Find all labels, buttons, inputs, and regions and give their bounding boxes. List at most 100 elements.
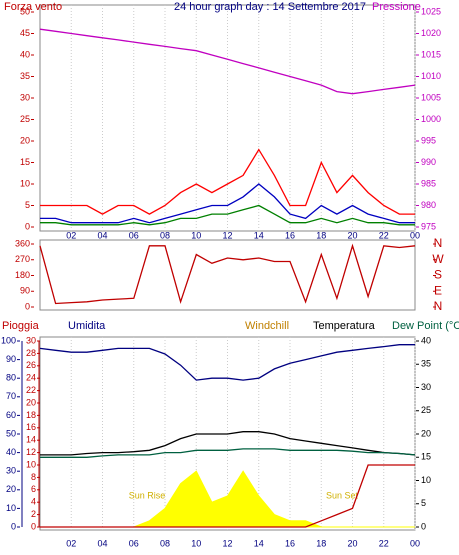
y-tick-label: 0 (25, 221, 30, 231)
y-tick-label: 12 (26, 447, 36, 457)
annotation: Sun Rise (129, 490, 166, 500)
x-tick-label: 14 (254, 538, 264, 548)
y-tick-label: 0 (31, 521, 36, 531)
line (40, 448, 416, 458)
y-tick-label: 2 (31, 509, 36, 519)
series-label: Windchill (245, 320, 289, 332)
y-tick-label: 980 (421, 200, 436, 210)
annotation: Sun Set (326, 490, 359, 500)
x-tick-label: 12 (222, 538, 232, 548)
y-tick-label: 360 (15, 238, 30, 248)
y-tick-label: 0 (11, 521, 16, 531)
y-tick-label: 26 (26, 360, 36, 370)
y-tick-label: 0 (421, 521, 426, 531)
x-tick-label: 08 (160, 230, 170, 240)
y-tick-label: 5 (421, 498, 426, 508)
y-tick-label: 25 (20, 114, 30, 124)
series-label: Pioggia (2, 320, 40, 332)
y-tick-label: 70 (6, 391, 16, 401)
y-tick-label: 990 (421, 157, 436, 167)
y-tick-label: 20 (6, 484, 16, 494)
y-tick-label: 16 (26, 422, 36, 432)
x-tick-label: 12 (222, 230, 232, 240)
y-tick-label: 30 (6, 466, 16, 476)
line (40, 464, 415, 528)
y-tick-label: 1000 (421, 114, 441, 124)
x-tick-label: 00 (410, 230, 420, 240)
series-label: Dew Point (°C (392, 320, 459, 332)
y2-axis-title: Pressione (372, 1, 421, 13)
y-tick-label: 10 (6, 503, 16, 513)
y-tick-label: 4 (31, 497, 36, 507)
y-tick-label: 90 (6, 354, 16, 364)
line (40, 431, 416, 456)
y-tick-label: 28 (26, 348, 36, 358)
line (40, 183, 415, 224)
y-tick-label: E (434, 283, 442, 297)
y-tick-label: 35 (20, 71, 30, 81)
line (40, 148, 415, 215)
y-tick-label: 1020 (421, 28, 441, 38)
line (39, 344, 415, 381)
x-tick-label: 16 (285, 230, 295, 240)
line (39, 243, 416, 305)
y-tick-label: N (434, 299, 443, 313)
y-tick-label: 975 (421, 221, 436, 231)
y-tick-label: 30 (26, 335, 36, 345)
x-tick-label: 20 (347, 538, 357, 548)
x-tick-label: 10 (191, 538, 201, 548)
y-tick-label: 995 (421, 135, 436, 145)
y-tick-label: 15 (20, 157, 30, 167)
y-tick-label: 25 (421, 405, 431, 415)
y-tick-label: 100 (1, 335, 16, 345)
y-tick-label: 8 (31, 472, 36, 482)
y-tick-label: 5 (25, 200, 30, 210)
plot-frame (39, 239, 416, 311)
x-tick-label: 06 (129, 230, 139, 240)
x-tick-label: 10 (191, 230, 201, 240)
area (40, 470, 415, 528)
x-tick-label: 06 (129, 538, 139, 548)
y-tick-label: 10 (421, 475, 431, 485)
y-tick-label: 1005 (421, 92, 441, 102)
y-tick-label: 985 (421, 178, 436, 188)
y-tick-label: 15 (421, 452, 431, 462)
y-tick-label: 10 (20, 178, 30, 188)
line (39, 28, 416, 95)
y-tick-label: 18 (26, 410, 36, 420)
y-tick-label: W (432, 252, 444, 266)
x-tick-label: 02 (66, 538, 76, 548)
series-label: Temperatura (313, 320, 376, 332)
y-tick-label: 20 (421, 428, 431, 438)
x-tick-label: 14 (254, 230, 264, 240)
y-tick-label: 20 (26, 397, 36, 407)
x-tick-label: 18 (316, 538, 326, 548)
x-tick-label: 20 (347, 230, 357, 240)
y-tick-label: 10 (26, 459, 36, 469)
series-label: Umidita (68, 320, 106, 332)
x-tick-label: 04 (97, 538, 107, 548)
x-tick-label: 02 (66, 230, 76, 240)
y-tick-label: 14 (26, 435, 36, 445)
y-tick-label: S (434, 268, 442, 282)
x-tick-label: 22 (379, 230, 389, 240)
x-tick-label: 18 (316, 230, 326, 240)
x-tick-label: 04 (97, 230, 107, 240)
x-tick-label: 22 (379, 538, 389, 548)
y-tick-label: 35 (421, 359, 431, 369)
y-tick-label: 22 (26, 385, 36, 395)
y-tick-label: 20 (20, 135, 30, 145)
y-tick-label: N (434, 236, 443, 250)
x-tick-label: 08 (160, 538, 170, 548)
y-tick-label: 1010 (421, 71, 441, 81)
y-tick-label: 50 (6, 428, 16, 438)
line (40, 204, 415, 226)
y-tick-label: 0 (25, 301, 30, 311)
y-tick-label: 80 (6, 373, 16, 383)
y-tick-label: 24 (26, 373, 36, 383)
x-tick-label: 16 (285, 538, 295, 548)
y-tick-label: 40 (421, 335, 431, 345)
y-tick-label: 1025 (421, 6, 441, 16)
y-tick-label: 50 (20, 6, 30, 16)
